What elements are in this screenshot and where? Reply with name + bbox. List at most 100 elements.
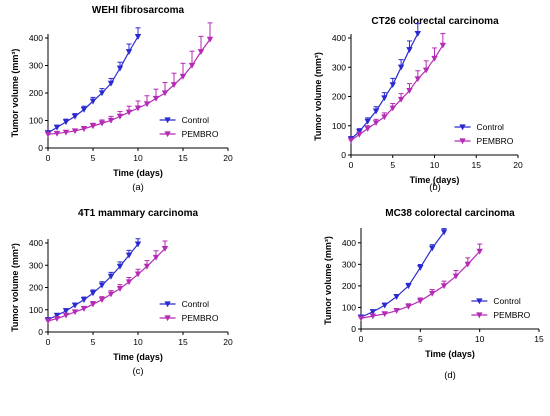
data-point	[476, 248, 483, 255]
data-point	[98, 297, 106, 303]
x-tick-label: 15	[472, 160, 482, 170]
legend-marker	[164, 301, 171, 308]
y-tick-label: 200	[29, 88, 43, 98]
legend-label: PEMBRO	[182, 313, 219, 323]
legend-label: Control	[493, 296, 521, 306]
legend-label: Control	[182, 115, 210, 125]
chart-title: MC38 colorectal carcinoma	[385, 208, 515, 219]
x-tick-label: 5	[91, 153, 96, 163]
x-tick-label: 20	[223, 337, 233, 347]
data-point	[369, 309, 377, 315]
data-point	[422, 67, 430, 74]
panel-caption: (c)	[132, 366, 143, 377]
data-point	[134, 241, 142, 248]
data-point	[417, 298, 424, 305]
x-axis-label: Time (days)	[410, 175, 460, 185]
data-point	[431, 55, 438, 62]
panel-caption: (b)	[429, 182, 441, 193]
data-point	[429, 290, 436, 297]
data-point	[393, 294, 400, 300]
data-point	[53, 316, 61, 322]
panel-caption: (d)	[444, 370, 456, 381]
x-tick-label: 20	[223, 153, 233, 163]
chart-panel-2: CT26 colorectal carcinoma 0 100 200 300 400 0 5…	[313, 16, 523, 193]
data-point	[44, 131, 52, 138]
data-point	[116, 113, 124, 120]
data-point	[143, 101, 151, 108]
data-point	[347, 137, 355, 144]
data-point	[381, 95, 388, 102]
y-axis-label: Tumor volume (mm³)	[323, 236, 333, 325]
data-point	[116, 65, 124, 72]
x-tick-label: 0	[359, 334, 364, 344]
data-point	[152, 254, 160, 261]
data-point	[406, 88, 413, 94]
y-tick-label: 100	[29, 116, 43, 126]
data-point	[429, 245, 436, 252]
data-point	[397, 96, 405, 103]
y-tick-label: 0	[38, 143, 43, 153]
data-point	[107, 80, 115, 87]
data-point	[107, 273, 115, 280]
data-point	[405, 303, 412, 310]
chart-title: CT26 colorectal carcinoma	[371, 16, 499, 27]
data-point	[417, 264, 424, 271]
data-point	[80, 297, 88, 303]
chart-panel-4: MC38 colorectal carcinoma 0 100 200 300 400 0 5…	[323, 208, 544, 381]
y-tick-label: 400	[29, 238, 43, 248]
series-control	[357, 228, 448, 321]
series-control	[44, 27, 142, 137]
y-tick-label: 200	[332, 92, 346, 102]
data-point	[405, 283, 412, 290]
data-point	[71, 128, 79, 135]
data-point	[71, 302, 79, 309]
data-point	[62, 312, 70, 319]
data-point	[71, 113, 79, 120]
series-line	[47, 36, 139, 134]
data-point	[414, 76, 421, 83]
data-point	[80, 306, 88, 312]
data-point	[89, 123, 97, 130]
data-point	[393, 308, 400, 314]
data-point	[98, 120, 106, 127]
x-tick-label: 10	[133, 337, 143, 347]
data-point	[381, 302, 388, 309]
legend-item-pembro: PEMBRO	[159, 313, 219, 323]
y-tick-label: 400	[29, 33, 43, 43]
x-tick-label: 15	[534, 334, 544, 344]
data-point	[116, 286, 124, 292]
series-pembro	[44, 22, 214, 138]
data-point	[364, 126, 371, 132]
data-point	[116, 263, 124, 270]
data-point	[356, 131, 363, 138]
data-point	[107, 117, 115, 124]
data-point	[89, 301, 97, 308]
data-point	[44, 318, 52, 325]
series-pembro	[44, 240, 169, 325]
data-point	[357, 315, 365, 322]
data-point	[53, 312, 61, 319]
data-point	[134, 105, 142, 112]
data-point	[125, 252, 133, 259]
y-tick-label: 100	[29, 305, 43, 315]
legend-item-pembro: PEMBRO	[159, 129, 219, 139]
data-point	[452, 273, 460, 280]
x-tick-label: 15	[178, 337, 188, 347]
y-tick-label: 400	[342, 238, 356, 248]
y-tick-label: 400	[332, 33, 346, 43]
x-tick-label: 5	[418, 334, 423, 344]
x-tick-label: 10	[475, 334, 485, 344]
y-tick-label: 300	[332, 62, 346, 72]
legend-item-pembro: PEMBRO	[454, 136, 514, 146]
data-point	[98, 90, 106, 97]
x-tick-label: 10	[430, 160, 440, 170]
chart-panel-1: WEHI fibrosarcoma 0 100 200 300 400 0 5 10 15 20 Ti…	[10, 5, 233, 193]
data-point	[369, 313, 377, 320]
data-point	[161, 90, 169, 97]
legend-item-control: Control	[159, 115, 210, 125]
legend-item-pembro: PEMBRO	[471, 310, 531, 320]
data-point	[89, 98, 97, 105]
legend-label: Control	[477, 122, 505, 132]
data-point	[161, 245, 169, 252]
legend-marker	[476, 312, 483, 319]
